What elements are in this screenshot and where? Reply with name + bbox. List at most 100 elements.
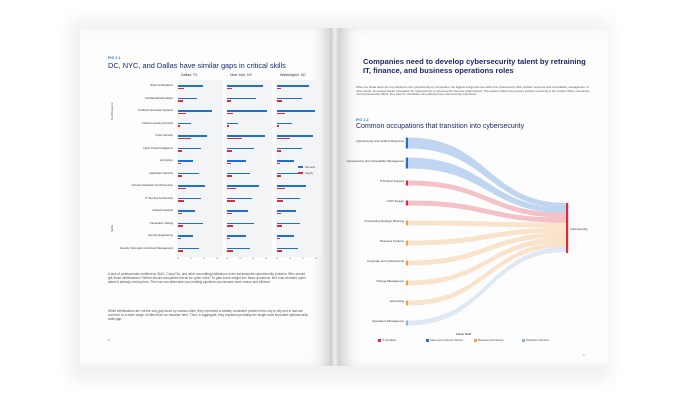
city-panel bbox=[177, 80, 223, 257]
supply-bar bbox=[178, 225, 184, 227]
demand-bar bbox=[178, 247, 199, 250]
source-label: UI/UX Design bbox=[386, 199, 404, 203]
section-title: Companies need to develop cybersecurity … bbox=[363, 57, 586, 75]
demand-bar bbox=[178, 222, 204, 225]
skill-label: Intrusion Detection And Prevention bbox=[131, 184, 173, 187]
demand-bar bbox=[178, 122, 191, 125]
supply-bar bbox=[277, 237, 280, 240]
legend-label: Production Services bbox=[526, 338, 550, 342]
demand-bar bbox=[227, 185, 259, 187]
legend-title: Career Field bbox=[456, 333, 471, 336]
legend-label: Business and Finance bbox=[478, 338, 504, 342]
city-panel bbox=[276, 80, 322, 257]
fig-label: FIG 2.1 bbox=[108, 56, 121, 60]
demand-bar bbox=[178, 235, 193, 237]
supply-bar bbox=[227, 125, 229, 127]
skill-label: Penetration Testing bbox=[150, 221, 173, 225]
demand-bar bbox=[227, 85, 263, 87]
legend-swatch bbox=[298, 172, 303, 175]
supply-bar bbox=[178, 187, 187, 190]
supply-bar bbox=[277, 225, 283, 227]
legend-swatch bbox=[298, 166, 303, 169]
axis-tick-label: 0k bbox=[177, 258, 180, 260]
demand-bar bbox=[178, 197, 202, 200]
skill-label: Security Engineering bbox=[148, 234, 173, 237]
source-node bbox=[405, 240, 408, 246]
sankey-link bbox=[408, 157, 566, 213]
skill-label: Network Analysis bbox=[152, 209, 173, 212]
supply-bar bbox=[277, 112, 285, 115]
source-node bbox=[405, 280, 408, 286]
skill-label: IT Security Architecture bbox=[145, 196, 173, 200]
demand-bar bbox=[277, 135, 313, 137]
sankey-link bbox=[408, 242, 566, 306]
source-label: Cybersecurity and Vulnerability Manageme… bbox=[346, 159, 404, 163]
demand-bar bbox=[277, 147, 303, 150]
supply-bar bbox=[277, 150, 282, 152]
supply-bar bbox=[227, 112, 234, 115]
source-node bbox=[405, 180, 408, 186]
supply-bar bbox=[178, 250, 184, 252]
demand-bar bbox=[227, 135, 265, 137]
source-label: IT Product Support bbox=[379, 179, 404, 183]
axis-tick-label: 1k bbox=[289, 258, 292, 260]
legend-label: Supply bbox=[305, 171, 313, 175]
demand-bar bbox=[277, 160, 294, 162]
skill-label: Certified Ethical Hacker bbox=[144, 96, 173, 100]
sankey-link bbox=[408, 220, 566, 228]
body-paragraph-1: A lack of professionals certified by GIA… bbox=[108, 272, 306, 285]
axis-tick-label: 2k bbox=[203, 258, 206, 260]
demand-bar bbox=[277, 172, 298, 175]
page-number: 9 bbox=[583, 353, 585, 357]
axis-tick-label: 3k bbox=[315, 258, 318, 260]
axis-tick-label: 1k bbox=[190, 258, 193, 260]
supply-bar bbox=[277, 125, 280, 127]
demand-bar bbox=[227, 160, 246, 162]
source-node bbox=[405, 137, 408, 149]
skill-label: Application Security bbox=[149, 171, 173, 175]
legend-swatch bbox=[474, 339, 477, 342]
supply-bar bbox=[178, 100, 184, 102]
supply-bar bbox=[227, 162, 232, 165]
supply-bar bbox=[227, 137, 242, 140]
supply-bar bbox=[178, 162, 182, 165]
axis-tick-label: 3k bbox=[216, 258, 219, 260]
sankey-link bbox=[408, 227, 566, 246]
page-number: 8 bbox=[108, 338, 110, 342]
source-label: Cybersecurity and Incident Response bbox=[355, 139, 404, 143]
city-panel bbox=[226, 80, 272, 257]
source-label: Forecasting Strategic Planning bbox=[364, 219, 404, 223]
legend-swatch bbox=[378, 339, 381, 342]
supply-bar bbox=[227, 100, 232, 102]
axis-tick-label: 3k bbox=[265, 258, 268, 260]
axis-tick-label: 0k bbox=[276, 258, 279, 260]
supply-bar bbox=[277, 250, 283, 252]
supply-bar bbox=[227, 237, 231, 240]
skill-label: Certified Information Systems bbox=[137, 109, 173, 112]
skill-label: Encryption bbox=[160, 159, 173, 162]
demand-bar bbox=[178, 85, 204, 87]
source-node bbox=[405, 260, 408, 266]
source-node bbox=[405, 200, 408, 206]
supply-bar bbox=[277, 200, 284, 202]
supply-bar bbox=[178, 137, 191, 140]
demand-bar bbox=[227, 210, 248, 212]
demand-bar bbox=[178, 110, 212, 112]
demand-bar bbox=[178, 185, 206, 187]
demand-bar bbox=[277, 85, 309, 87]
sankey-link bbox=[408, 232, 566, 266]
source-node bbox=[405, 157, 408, 169]
supply-bar bbox=[227, 187, 237, 190]
source-label: Business Systems bbox=[380, 239, 404, 243]
intro-paragraph: When we break down the top transitions i… bbox=[356, 85, 590, 97]
demand-bar bbox=[227, 110, 267, 112]
demand-bar bbox=[277, 210, 296, 212]
left-page: FIG 2.1 DC, NYC, and Dallas have similar… bbox=[80, 28, 332, 366]
page-heading: DC, NYC, and Dallas have similar gaps in… bbox=[108, 61, 286, 70]
legend-swatch bbox=[426, 339, 429, 342]
supply-bar bbox=[277, 212, 282, 215]
spine bbox=[330, 28, 340, 366]
supply-bar bbox=[277, 162, 281, 165]
supply-bar bbox=[178, 237, 181, 240]
legend-label: IT and Math bbox=[382, 338, 396, 342]
